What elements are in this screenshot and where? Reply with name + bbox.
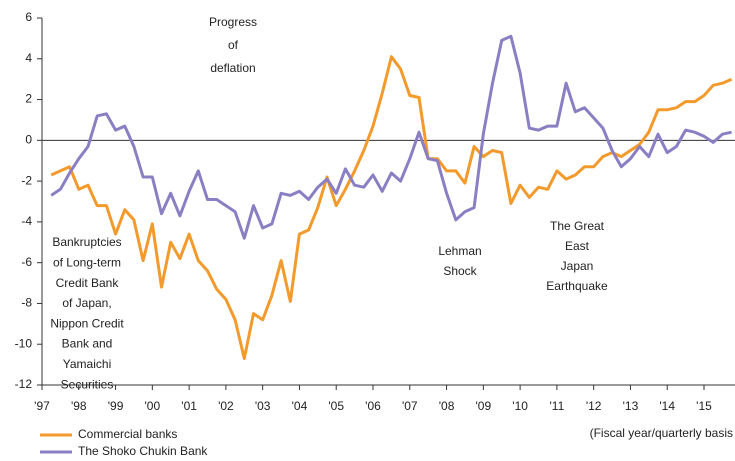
annotation: Securities xyxy=(61,377,114,391)
annotation: The Great xyxy=(550,219,605,233)
x-tick-label: '13 xyxy=(623,399,639,413)
x-tick-label: '10 xyxy=(512,399,528,413)
annotation: deflation xyxy=(210,61,255,75)
x-tick-label: '97 xyxy=(34,399,50,413)
annotation: Credit Bank xyxy=(56,276,120,290)
x-tick-label: '98 xyxy=(71,399,87,413)
annotation: of xyxy=(228,38,239,52)
x-tick-label: '11 xyxy=(550,399,565,413)
y-tick-label: 0 xyxy=(25,133,32,147)
y-tick-label: -10 xyxy=(15,336,33,350)
x-tick-label: '01 xyxy=(181,399,197,413)
x-tick-label: '14 xyxy=(659,399,675,413)
annotation: Japan xyxy=(561,259,594,273)
annotation: Bank and xyxy=(62,337,113,351)
x-tick-label: '09 xyxy=(476,399,492,413)
y-tick-label: -2 xyxy=(21,173,32,187)
x-tick-label: '12 xyxy=(586,399,602,413)
annotation: of Japan, xyxy=(62,296,111,310)
x-tick-label: '07 xyxy=(402,399,418,413)
x-tick-label: '05 xyxy=(328,399,344,413)
x-tick-label: '99 xyxy=(108,399,124,413)
series-line xyxy=(50,55,733,360)
y-tick-label: -4 xyxy=(21,214,32,228)
annotation: Bankruptcies xyxy=(52,235,121,249)
x-tick-label: '03 xyxy=(255,399,271,413)
x-tick-label: '04 xyxy=(292,399,308,413)
annotation: of Long-term xyxy=(53,255,121,269)
y-tick-label: -6 xyxy=(21,255,32,269)
y-tick-label: 6 xyxy=(25,10,32,24)
annotation: East xyxy=(565,239,590,253)
legend-label: Commercial banks xyxy=(78,427,177,441)
x-tick-label: '02 xyxy=(218,399,234,413)
x-tick-label: '06 xyxy=(365,399,381,413)
x-tick-label: '08 xyxy=(439,399,455,413)
y-tick-label: -12 xyxy=(15,377,33,391)
annotation: Nippon Credit xyxy=(50,316,124,330)
y-tick-label: -8 xyxy=(21,296,32,310)
x-tick-label: '15 xyxy=(696,399,712,413)
y-tick-label: 2 xyxy=(25,92,32,106)
annotation: Yamaichi xyxy=(63,357,111,371)
annotation: Progress xyxy=(209,15,257,29)
annotation: Shock xyxy=(443,264,477,278)
y-tick-label: 4 xyxy=(25,51,32,65)
legend-label: The Shoko Chukin Bank xyxy=(78,444,208,458)
axis-note: (Fiscal year/quarterly basis xyxy=(590,426,733,440)
annotation: Lehman xyxy=(438,244,481,258)
series-line xyxy=(50,34,732,240)
annotation: Earthquake xyxy=(546,279,608,293)
x-tick-label: '00 xyxy=(145,399,161,413)
